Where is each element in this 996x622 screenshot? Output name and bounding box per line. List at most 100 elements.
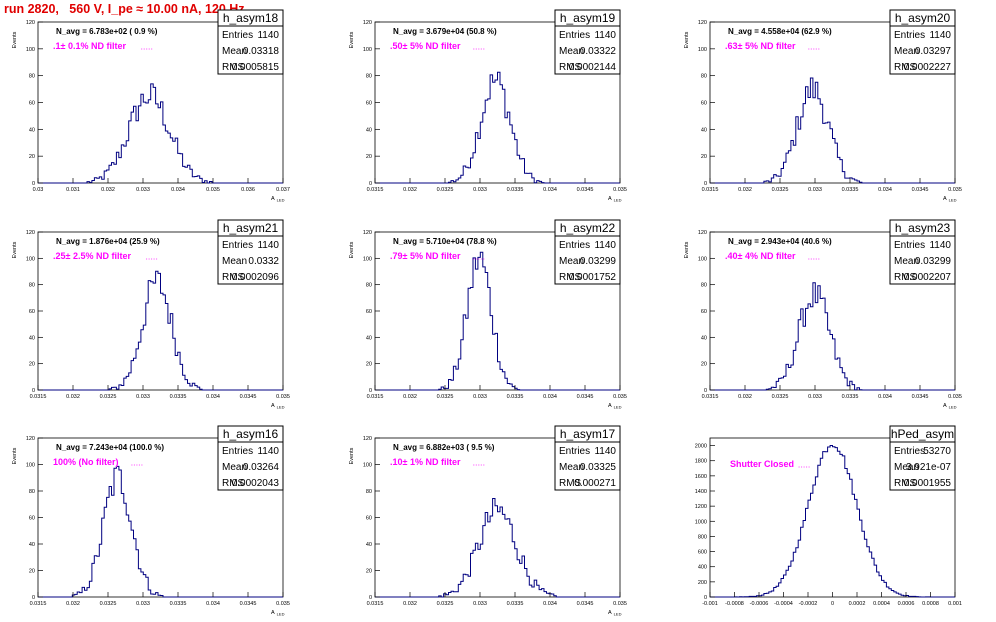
y-axis-title: Events bbox=[349, 31, 355, 48]
stat-label: Entries bbox=[894, 446, 925, 457]
x-tick-label: 0.0315 bbox=[367, 601, 384, 607]
stat-label: RMS bbox=[222, 478, 245, 489]
stat-label: Mean bbox=[222, 256, 247, 267]
x-axis-title: A LED bbox=[608, 610, 622, 617]
x-tick-label: 0.0315 bbox=[30, 394, 47, 400]
stat-value: 0.03297 bbox=[915, 46, 952, 57]
y-tick-label: 60 bbox=[701, 309, 707, 315]
y-tick-label: 20 bbox=[701, 154, 707, 160]
x-tick-label: -0.001 bbox=[702, 601, 718, 607]
x-tick-label: 0.032 bbox=[66, 601, 80, 607]
stat-label: Entries bbox=[559, 446, 590, 457]
x-tick-label: 0.0325 bbox=[437, 187, 454, 193]
x-tick-label: 0.0335 bbox=[507, 187, 524, 193]
stat-label: Mean bbox=[894, 46, 919, 57]
stat-value: 0.0002227 bbox=[904, 62, 952, 73]
x-tick-label: 0.0335 bbox=[842, 394, 859, 400]
stats-box bbox=[554, 219, 621, 285]
filter-label: .1± 0.1% ND filter bbox=[53, 41, 126, 51]
y-tick-label: 0 bbox=[32, 181, 35, 187]
n-avg-label: N_avg = 1.876e+04 (25.9 %) bbox=[56, 237, 160, 246]
y-tick-label: 40 bbox=[366, 542, 372, 548]
histogram-name: h_asym17 bbox=[560, 427, 616, 441]
stat-label: Mean bbox=[222, 46, 247, 57]
x-tick-label: 0.0345 bbox=[577, 394, 594, 400]
x-tick-label: 0.034 bbox=[206, 394, 220, 400]
x-tick-label: 0.0315 bbox=[30, 601, 47, 607]
x-tick-label: 0.0002 bbox=[849, 601, 866, 607]
x-tick-label: 0.032 bbox=[738, 394, 752, 400]
y-tick-label: 20 bbox=[29, 569, 35, 575]
stat-value: 0.03325 bbox=[580, 462, 617, 473]
stat-label: Entries bbox=[222, 446, 253, 457]
y-axis-title: Events bbox=[12, 31, 18, 48]
stat-value: 1140 bbox=[929, 30, 951, 41]
x-tick-label: 0.001 bbox=[948, 601, 962, 607]
y-axis-title: Events bbox=[12, 241, 18, 258]
y-tick-label: 40 bbox=[701, 127, 707, 133]
x-tick-label: 0.035 bbox=[613, 601, 627, 607]
stat-value: 0.03299 bbox=[580, 256, 617, 267]
histogram-line bbox=[375, 498, 620, 598]
y-tick-label: 80 bbox=[29, 283, 35, 289]
histogram-name: h_asym19 bbox=[560, 11, 616, 25]
y-tick-label: 0 bbox=[369, 595, 372, 601]
y-tick-label: 0 bbox=[704, 388, 707, 394]
filter-label: Shutter Closed bbox=[730, 459, 794, 469]
stat-label: RMS bbox=[894, 62, 917, 73]
stat-value: 0.0332 bbox=[248, 256, 279, 267]
y-tick-label: 1600 bbox=[695, 474, 707, 480]
y-tick-label: 60 bbox=[366, 101, 372, 107]
x-tick-label: 0.033 bbox=[473, 601, 487, 607]
x-tick-label: 0.0315 bbox=[702, 394, 719, 400]
histogram-line bbox=[38, 83, 283, 184]
y-tick-label: 100 bbox=[698, 47, 707, 53]
y-axis-title: Events bbox=[349, 447, 355, 464]
y-axis-title: Events bbox=[12, 447, 18, 464]
x-tick-label: 0.0315 bbox=[702, 187, 719, 193]
y-tick-label: 20 bbox=[29, 154, 35, 160]
x-tick-label: 0.0325 bbox=[100, 394, 117, 400]
stat-label: Entries bbox=[894, 30, 925, 41]
x-tick-label: -0.0006 bbox=[750, 601, 769, 607]
stat-value: 0.0002144 bbox=[569, 62, 617, 73]
x-tick-label: 0.0335 bbox=[170, 601, 187, 607]
histogram-h_asym20: 0.0315 0.032 0.0325 0.033 0.0335 0.034 0.0345 0… bbox=[684, 9, 962, 203]
x-tick-label: 0.034 bbox=[878, 394, 892, 400]
y-tick-label: 400 bbox=[698, 565, 707, 571]
y-tick-label: 100 bbox=[363, 463, 372, 469]
x-tick-label: 0.033 bbox=[136, 394, 150, 400]
n-avg-label: N_avg = 4.558e+04 (62.9 %) bbox=[728, 27, 832, 36]
stat-label: Mean bbox=[559, 256, 584, 267]
stat-label: RMS bbox=[222, 272, 245, 283]
y-tick-label: 80 bbox=[366, 489, 372, 495]
y-tick-label: 100 bbox=[26, 463, 35, 469]
x-tick-label: 0.034 bbox=[206, 601, 220, 607]
stats-box bbox=[889, 425, 956, 491]
histogram-line bbox=[375, 71, 620, 184]
y-tick-label: 0 bbox=[32, 595, 35, 601]
x-tick-label: 0.033 bbox=[136, 187, 150, 193]
y-tick-label: 80 bbox=[29, 74, 35, 80]
n-avg-label: N_avg = 7.243e+04 (100.0 %) bbox=[56, 443, 164, 452]
stat-value: 0.03318 bbox=[243, 46, 280, 57]
stats-box bbox=[554, 425, 621, 491]
x-tick-label: 0.032 bbox=[101, 187, 115, 193]
x-tick-label: 0.0345 bbox=[240, 601, 257, 607]
x-tick-label: 0.033 bbox=[808, 187, 822, 193]
x-tick-label: 0.033 bbox=[473, 394, 487, 400]
y-tick-label: 120 bbox=[26, 20, 35, 26]
y-tick-label: 120 bbox=[698, 230, 707, 236]
stats-box bbox=[217, 9, 284, 75]
y-tick-label: 40 bbox=[29, 542, 35, 548]
x-tick-label: 0.0325 bbox=[437, 601, 454, 607]
x-tick-label: 0.035 bbox=[948, 394, 962, 400]
stat-value: 1140 bbox=[594, 240, 616, 251]
y-tick-label: 80 bbox=[366, 283, 372, 289]
stat-value: 53270 bbox=[923, 446, 951, 457]
x-tick-label: 0.031 bbox=[66, 187, 80, 193]
x-tick-label: 0.0335 bbox=[507, 394, 524, 400]
stat-label: Mean bbox=[894, 462, 919, 473]
stat-value: 0.0001955 bbox=[904, 478, 952, 489]
